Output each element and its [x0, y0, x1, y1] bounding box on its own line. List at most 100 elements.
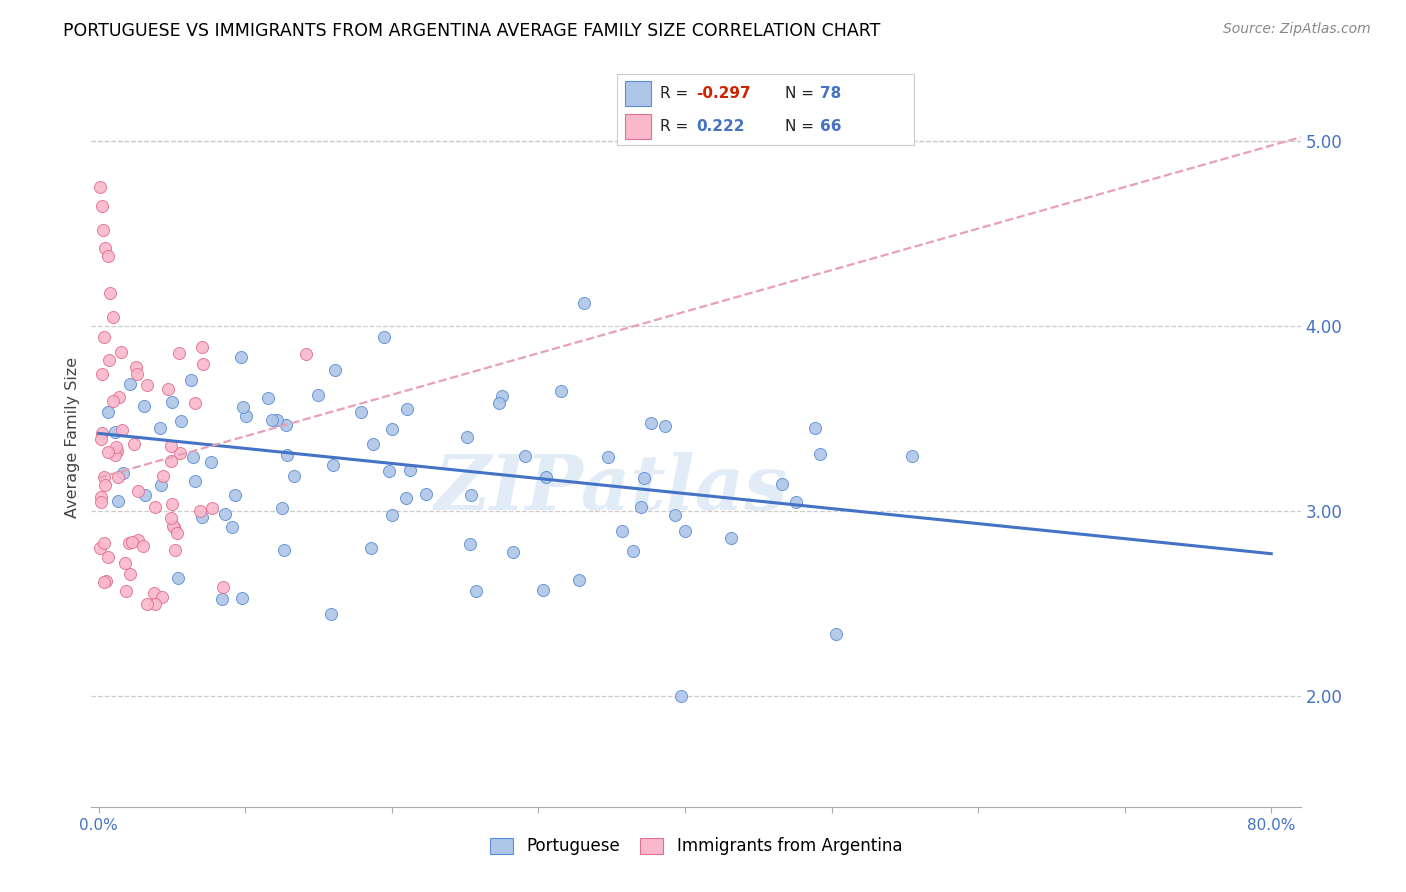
Point	[785, 495, 807, 509]
Point	[465, 584, 488, 599]
Point	[232, 400, 254, 414]
Point	[105, 440, 128, 454]
Point	[122, 437, 145, 451]
Point	[110, 344, 132, 359]
Point	[361, 437, 384, 451]
Point	[596, 450, 619, 464]
Point	[103, 394, 125, 409]
Point	[93, 574, 115, 589]
Point	[103, 310, 125, 324]
Point	[720, 532, 742, 546]
Point	[640, 416, 662, 430]
Point	[91, 223, 114, 237]
Point	[572, 296, 595, 310]
Point	[160, 394, 183, 409]
Point	[160, 453, 183, 467]
Point	[276, 448, 298, 462]
Point	[568, 573, 591, 587]
Text: ZIPatlas: ZIPatlas	[434, 452, 787, 526]
Point	[395, 402, 418, 417]
Point	[630, 500, 652, 515]
Point	[804, 421, 827, 435]
Point	[825, 626, 848, 640]
Point	[191, 509, 214, 524]
Point	[229, 351, 252, 365]
Point	[531, 583, 554, 598]
Point	[381, 422, 404, 436]
Point	[399, 462, 422, 476]
Point	[491, 389, 513, 403]
Point	[89, 180, 111, 194]
Point	[167, 345, 190, 359]
Point	[515, 449, 537, 463]
Point	[901, 449, 924, 463]
Point	[271, 501, 294, 516]
Point	[460, 488, 482, 502]
Point	[221, 520, 243, 534]
Point	[91, 426, 114, 441]
Point	[266, 412, 288, 426]
Point	[211, 580, 233, 594]
Point	[458, 536, 481, 550]
Point	[378, 465, 401, 479]
Point	[319, 607, 342, 621]
Point	[90, 491, 112, 505]
Point	[149, 421, 172, 435]
Point	[160, 497, 183, 511]
Point	[231, 591, 253, 605]
Point	[654, 419, 676, 434]
Point	[91, 368, 114, 382]
Point	[93, 470, 115, 484]
Legend: Portuguese, Immigrants from Argentina: Portuguese, Immigrants from Argentina	[484, 830, 908, 862]
Point	[100, 285, 122, 300]
Point	[808, 447, 831, 461]
Point	[94, 478, 117, 492]
Point	[165, 543, 187, 558]
Point	[150, 590, 173, 604]
Point	[121, 535, 143, 549]
Point	[132, 399, 155, 413]
Point	[118, 376, 141, 391]
Point	[159, 510, 181, 524]
Point	[97, 445, 120, 459]
Point	[111, 423, 134, 437]
Point	[93, 330, 115, 344]
Point	[97, 549, 120, 564]
Point	[115, 584, 138, 599]
Point	[322, 458, 344, 472]
Point	[350, 405, 373, 419]
Point	[415, 487, 437, 501]
Point	[621, 544, 644, 558]
Point	[675, 524, 697, 539]
Point	[273, 542, 295, 557]
Point	[96, 404, 118, 418]
Point	[135, 378, 157, 392]
Point	[183, 396, 205, 410]
Point	[323, 363, 346, 377]
Point	[183, 474, 205, 488]
Point	[134, 488, 156, 502]
Point	[201, 501, 224, 516]
Point	[118, 535, 141, 549]
Point	[664, 508, 686, 523]
Point	[193, 358, 215, 372]
Point	[200, 455, 222, 469]
Point	[283, 468, 305, 483]
Point	[125, 367, 148, 381]
Point	[180, 373, 202, 387]
Point	[145, 597, 167, 611]
Point	[143, 500, 166, 514]
Point	[163, 520, 186, 534]
Point	[166, 571, 188, 585]
Point	[160, 439, 183, 453]
Point	[93, 535, 115, 549]
Point	[107, 470, 129, 484]
Point	[456, 429, 478, 443]
Point	[256, 392, 278, 406]
Point	[90, 432, 112, 446]
Point	[536, 470, 558, 484]
Point	[235, 409, 257, 423]
Y-axis label: Average Family Size: Average Family Size	[65, 357, 80, 517]
Point	[105, 444, 128, 458]
Point	[124, 359, 146, 374]
